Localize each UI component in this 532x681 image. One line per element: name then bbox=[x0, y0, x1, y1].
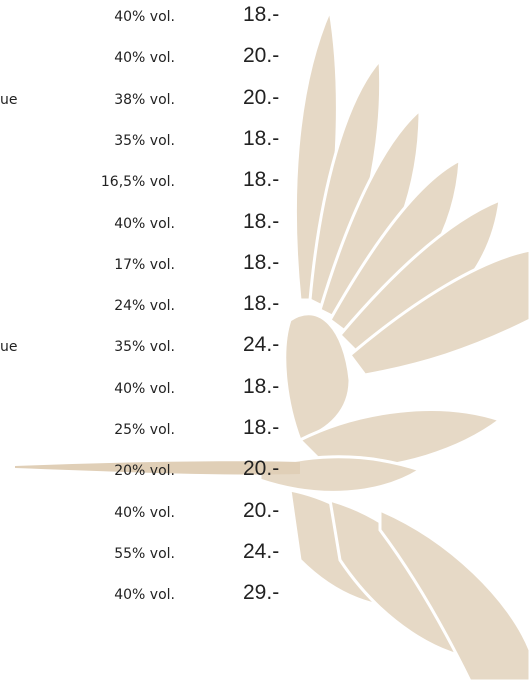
item-price: 24.- bbox=[243, 333, 280, 357]
item-price: 20.- bbox=[243, 498, 280, 522]
item-price: 18.- bbox=[243, 126, 280, 150]
item-abv: 25% vol. bbox=[114, 422, 175, 438]
item-price: 20.- bbox=[243, 457, 280, 481]
item-abv: 16,5% vol. bbox=[100, 174, 175, 191]
item-abv: 38% vol. bbox=[114, 91, 175, 108]
item-price: 18.- bbox=[243, 168, 280, 192]
item-abv: 35% vol. bbox=[114, 339, 175, 356]
item-abv: 17% vol. bbox=[114, 256, 175, 273]
item-price: 29.- bbox=[243, 581, 280, 605]
item-price: 18.- bbox=[243, 292, 280, 316]
item-abv: 35% vol. bbox=[114, 132, 175, 149]
item-price: 20.- bbox=[243, 44, 280, 68]
item-abv: 40% vol. bbox=[114, 9, 175, 25]
item-abv: 40% vol. bbox=[114, 380, 175, 397]
item-price: 18.- bbox=[243, 209, 280, 233]
item-abv: 20% vol. bbox=[114, 463, 175, 480]
item-name: ue bbox=[0, 91, 18, 108]
item-abv: 40% vol. bbox=[114, 587, 175, 604]
item-name: ue bbox=[0, 339, 18, 356]
item-abv: 24% vol. bbox=[114, 298, 175, 315]
item-abv: 40% vol. bbox=[114, 504, 175, 521]
item-price: 18.- bbox=[243, 3, 280, 26]
item-price: 18.- bbox=[243, 374, 280, 398]
item-price: 20.- bbox=[243, 85, 280, 109]
item-abv: 40% vol. bbox=[114, 215, 175, 232]
item-price: 24.- bbox=[243, 539, 280, 563]
item-abv: 40% vol. bbox=[114, 50, 175, 67]
item-price: 18.- bbox=[243, 416, 280, 439]
item-price: 18.- bbox=[243, 250, 280, 274]
item-abv: 55% vol. bbox=[114, 545, 175, 562]
